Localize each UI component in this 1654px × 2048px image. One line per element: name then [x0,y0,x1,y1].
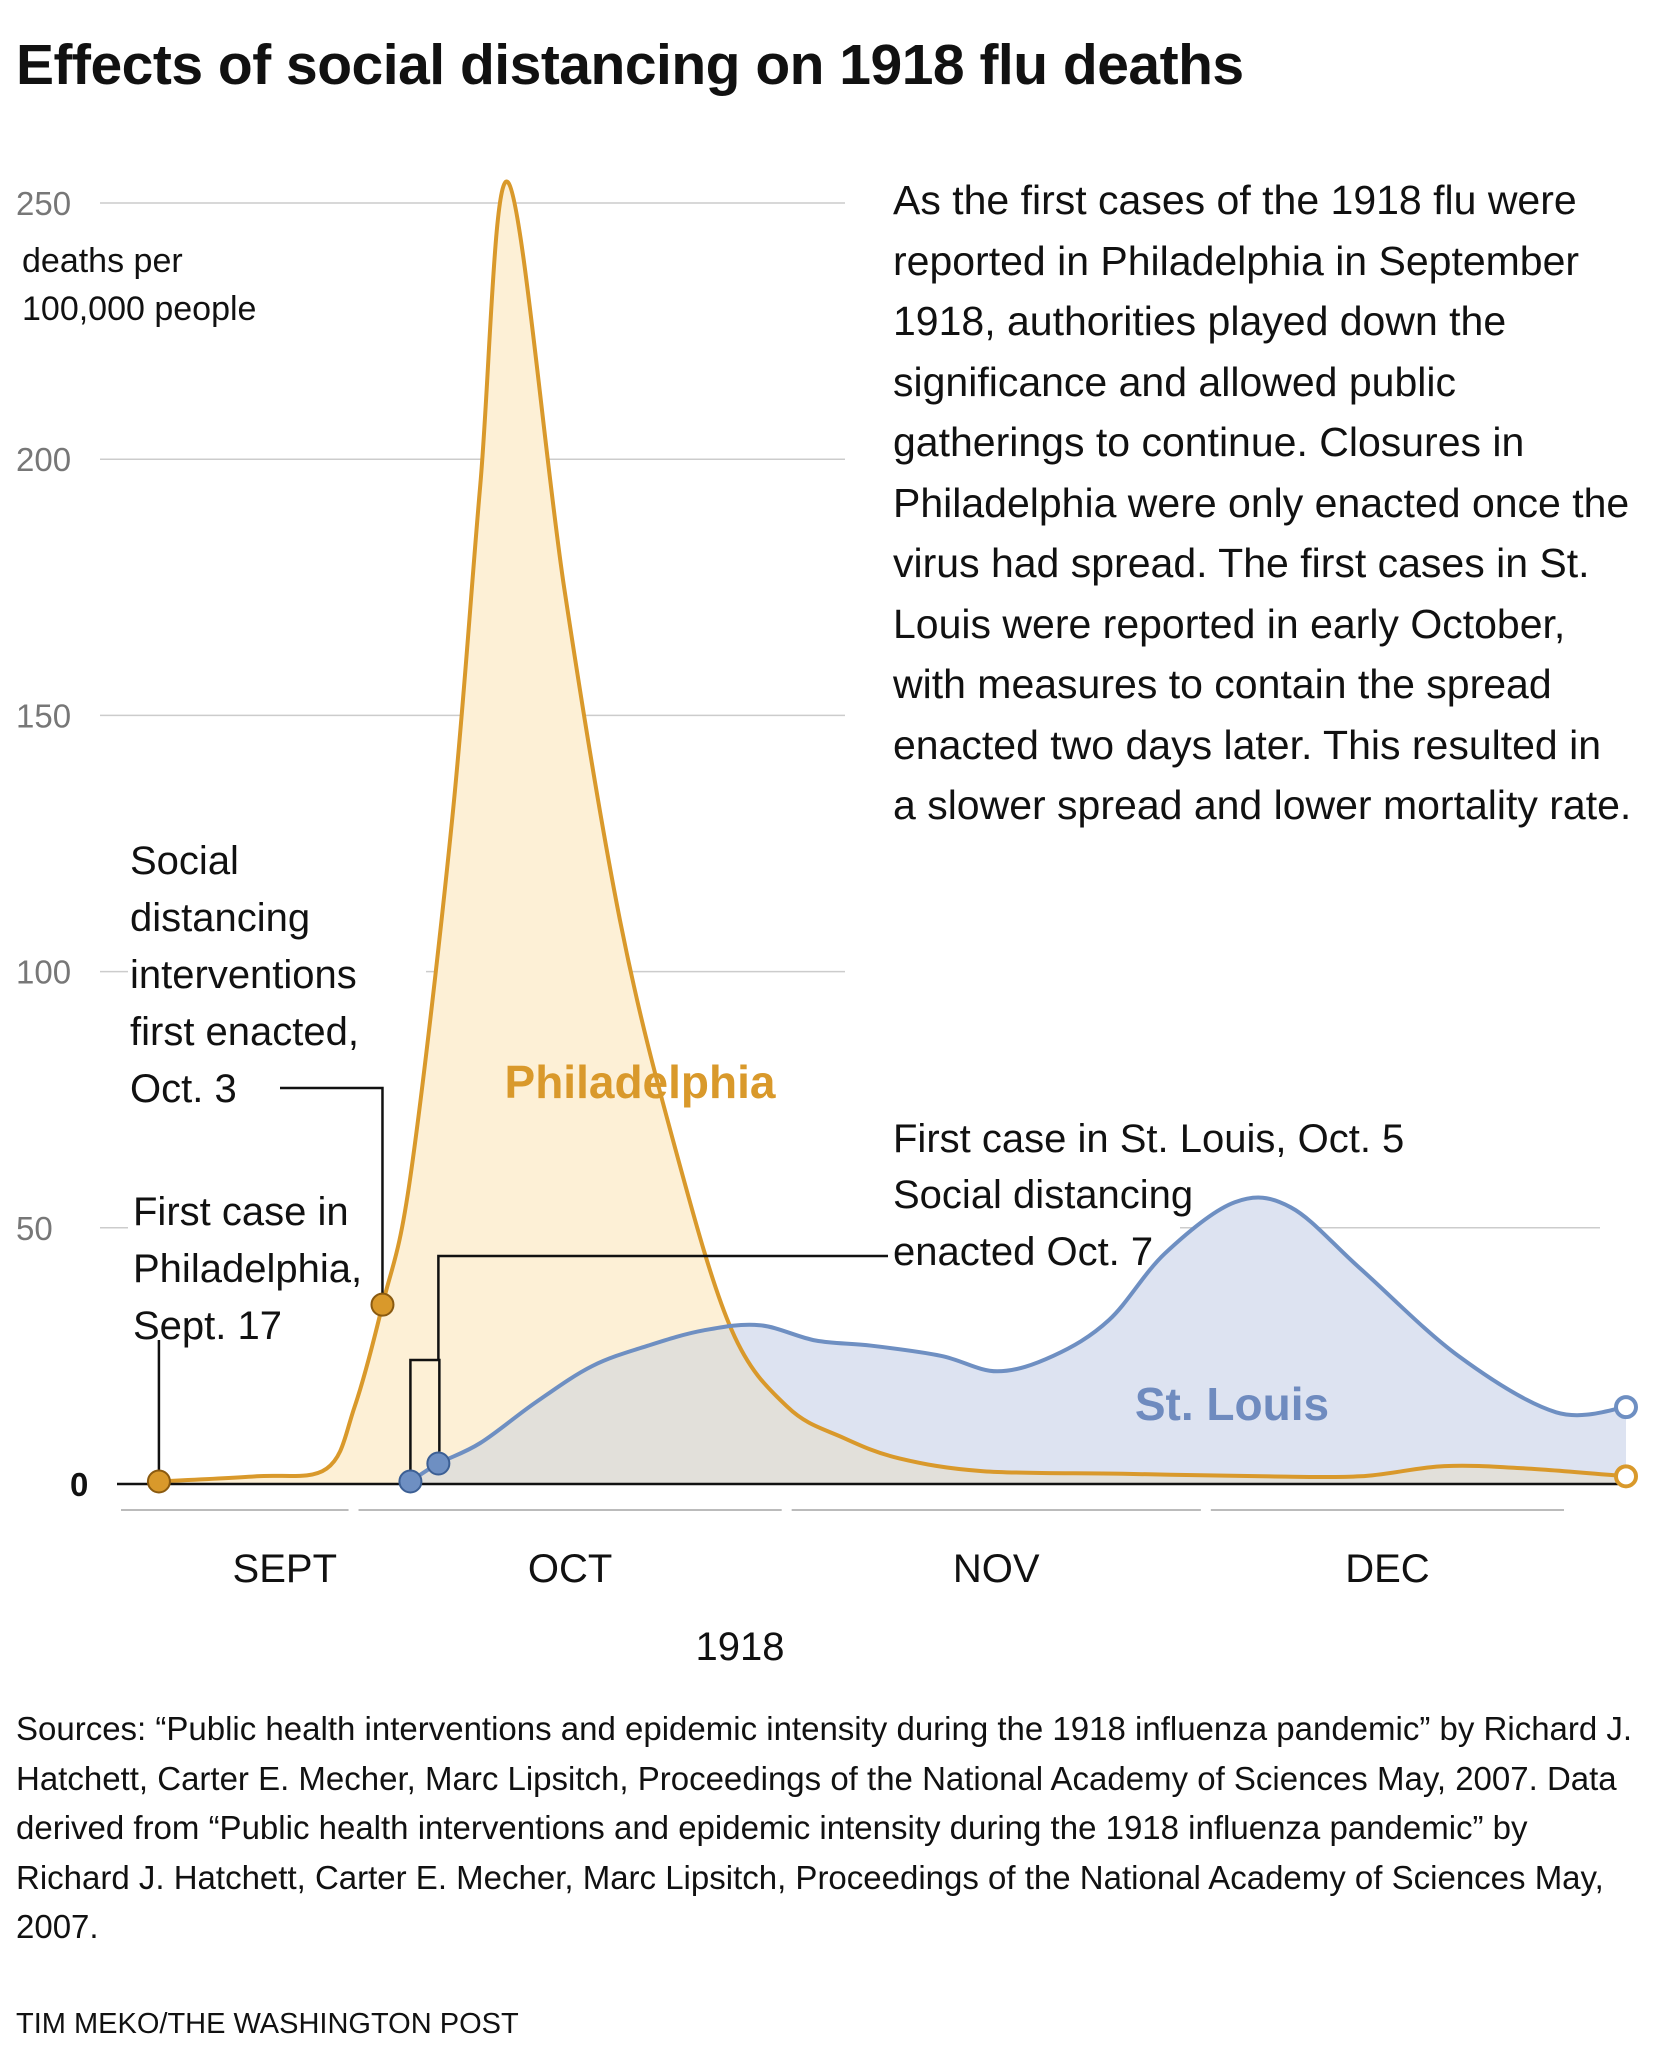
axes: 0 50 100 150 200 250 deaths per 100,000 people S… [16,185,1622,1669]
y-tick-label-150: 150 [16,697,71,734]
y-tick-label-200: 200 [16,441,71,478]
annotation-stl-intervention-0: Social distancing [893,1173,1193,1217]
y-tick-label-50: 50 [16,1210,53,1247]
marker-5 [1614,1395,1638,1420]
annotation-phila-intervention-3: first enacted, [130,1010,359,1054]
flu-deaths-chart: 0 50 100 150 200 250 deaths per 100,000 people S… [16,179,1638,1669]
month-label-0: SEPT [233,1547,337,1591]
leader-stl-shared [437,1254,888,1360]
month-label-1: OCT [528,1547,612,1591]
philadelphia-series-label: Philadelphia [505,1056,776,1108]
annotation-stl-intervention-1: enacted Oct. 7 [893,1230,1153,1274]
annotation-phila-intervention-2: interventions [130,953,357,997]
marker-2 [1614,1464,1638,1489]
month-label-3: DEC [1345,1547,1429,1591]
philadelphia-area [158,181,1626,1485]
annotation-phila-first-case-1: Philadelphia, [133,1247,362,1291]
annotation-phila-intervention-1: distancing [130,896,310,940]
y-tick-label-100: 100 [16,954,71,991]
chart-title: Effects of social distancing on 1918 flu… [16,33,1244,97]
chart-note: As the first cases of the 1918 flu were … [893,177,1632,828]
annotation-phila-first-case-2: Sept. 17 [133,1304,282,1348]
annotations: Philadelphia St. Louis Social distancing int… [130,839,1404,1472]
marker-4 [426,1451,451,1476]
annotation-stl-first-case: First case in St. Louis, Oct. 5 [893,1117,1404,1161]
x-axis-label: 1918 [696,1625,785,1669]
annotation-phila-intervention-4: Oct. 3 [130,1067,237,1111]
annotation-phila-first-case-0: First case in [133,1190,349,1234]
series-lines [158,179,1627,1484]
sources-text: Sources: “Public health interventions an… [16,1710,1633,1945]
credit-text: TIM MEKO/THE WASHINGTON POST [16,2008,519,2040]
philadelphia-line [158,179,1627,1484]
y-unit-label-line1: deaths per [22,242,183,280]
y-tick-label-0: 0 [70,1466,88,1503]
annotation-phila-intervention-0: Social [130,839,239,883]
markers [146,1292,1638,1494]
y-unit-label-line2: 100,000 people [22,290,256,328]
marker-1 [370,1292,395,1317]
y-tick-label-250: 250 [16,185,71,222]
series-areas [158,181,1626,1485]
marker-0 [146,1469,171,1494]
stlouis-line [409,1195,1627,1484]
marker-3 [398,1469,423,1494]
stlouis-series-label: St. Louis [1135,1378,1329,1430]
leader-phila-intervention [280,1086,384,1297]
leader-stl-bracket [409,1358,441,1472]
month-label-2: NOV [953,1547,1040,1591]
